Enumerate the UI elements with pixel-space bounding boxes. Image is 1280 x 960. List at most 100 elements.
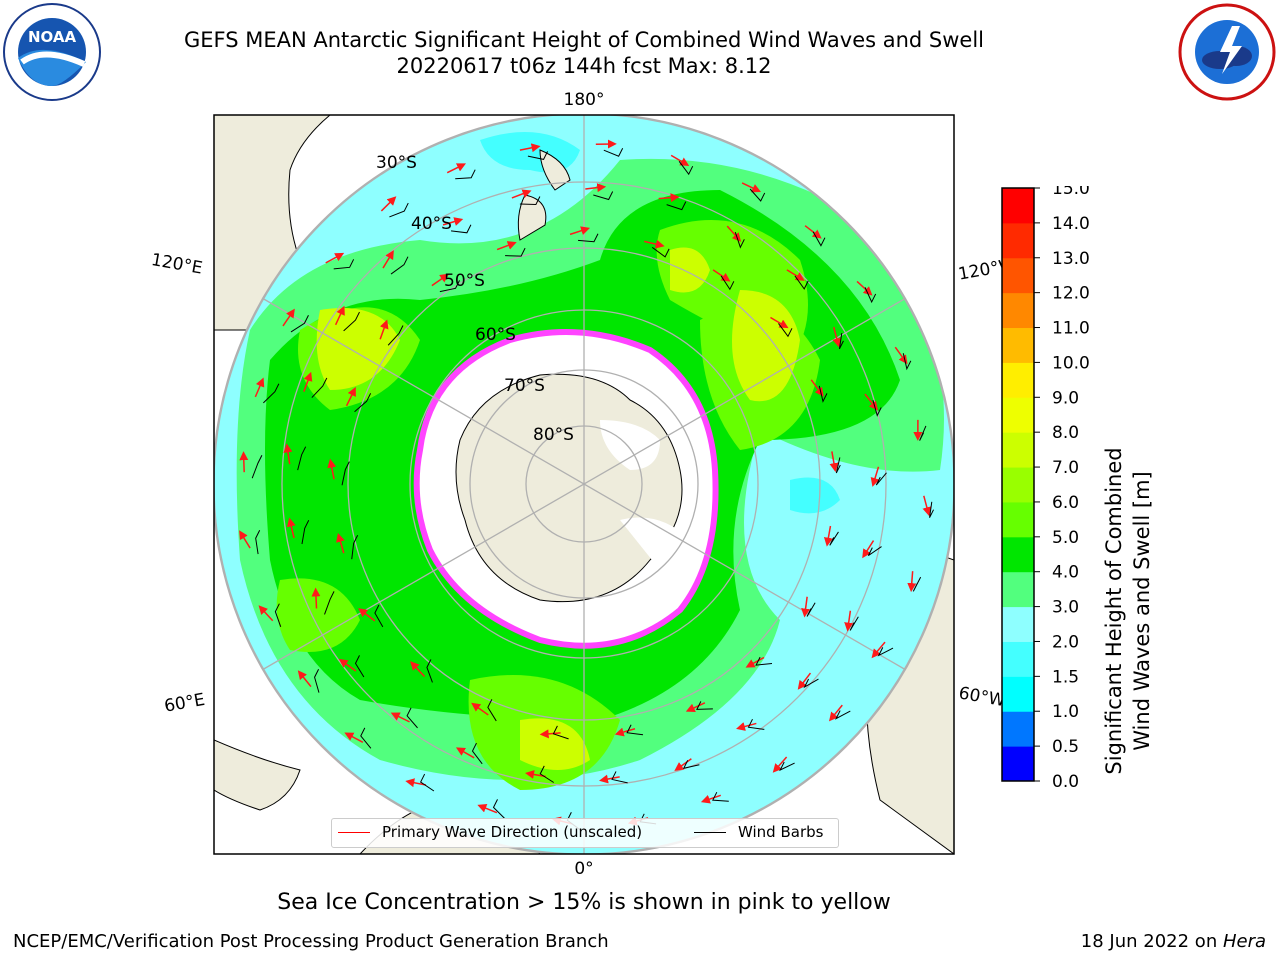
colorbar-block bbox=[1002, 362, 1034, 398]
colorbar-block bbox=[1002, 257, 1034, 294]
wave-arrow bbox=[338, 658, 357, 672]
wave-arrow bbox=[644, 239, 665, 249]
wave-arrow bbox=[829, 704, 843, 722]
wind-barb bbox=[712, 791, 729, 802]
footer-branch: NCEP/EMC/Verification Post Processing Pr… bbox=[13, 931, 609, 952]
colorbar-tick-label: 0.0 bbox=[1052, 772, 1079, 792]
wave-arrow bbox=[922, 495, 932, 517]
wind-barb bbox=[929, 501, 935, 518]
chart-title: GEFS MEAN Antarctic Significant Height o… bbox=[183, 28, 985, 52]
legend-wind-item: Wind Barbs bbox=[694, 823, 823, 841]
wave-arrow bbox=[823, 525, 833, 547]
lon-label-bottom: 0° bbox=[574, 859, 593, 879]
colorbar-tick-label: 2.0 bbox=[1052, 632, 1079, 652]
wind-barb bbox=[877, 647, 894, 657]
wave-arrow bbox=[254, 377, 265, 398]
wave-arrow bbox=[801, 596, 811, 618]
colorbar-block bbox=[1002, 188, 1034, 224]
colorbar-block bbox=[1002, 397, 1034, 433]
wind-barb bbox=[314, 669, 320, 693]
wave-arrow bbox=[410, 661, 425, 677]
wave-arrow bbox=[674, 758, 692, 771]
wave-arrow bbox=[712, 269, 731, 282]
wind-barb bbox=[419, 773, 435, 792]
wind-barb bbox=[333, 259, 355, 270]
colorbar-tick-label: 6.0 bbox=[1052, 493, 1079, 513]
sea-ice-note: Sea Ice Concentration > 15% is shown in … bbox=[277, 890, 891, 915]
lon-label-top: 180° bbox=[564, 90, 605, 110]
wave-arrow bbox=[496, 241, 517, 251]
wave-arrow bbox=[871, 641, 886, 659]
lat-label: 60°S bbox=[475, 325, 516, 345]
wind-barb bbox=[492, 799, 506, 819]
wind-barb bbox=[803, 678, 819, 689]
wind-barb bbox=[682, 760, 700, 769]
wind-barb bbox=[389, 202, 409, 218]
wave-arrow bbox=[446, 163, 467, 174]
wave-arrow bbox=[797, 672, 812, 690]
wave-arrow bbox=[334, 305, 345, 326]
wind-barb bbox=[255, 530, 261, 555]
wave-arrow bbox=[282, 308, 295, 327]
wind-barb-line-icon bbox=[694, 831, 726, 833]
wave-arrow bbox=[832, 326, 842, 348]
wave-arrow bbox=[829, 451, 839, 473]
wind-barb bbox=[578, 233, 599, 243]
wind-barb bbox=[471, 742, 483, 765]
wave-arrow bbox=[907, 571, 917, 593]
wind-barb bbox=[872, 399, 882, 417]
wind-barb bbox=[849, 616, 859, 631]
wind-barb bbox=[387, 325, 404, 346]
wave-direction-line-icon bbox=[338, 831, 370, 833]
wind-barb bbox=[778, 323, 793, 338]
wave-arrow bbox=[614, 727, 636, 737]
colorbar-block bbox=[1002, 467, 1034, 503]
wave-arrow bbox=[327, 458, 337, 480]
colorbar-block bbox=[1002, 676, 1034, 712]
wind-barb bbox=[806, 602, 816, 617]
wind-barb bbox=[818, 385, 828, 403]
colorbar-tick-label: 3.0 bbox=[1052, 598, 1079, 618]
lat-label: 50°S bbox=[444, 271, 485, 291]
wind-barb bbox=[651, 246, 670, 258]
wave-arrow bbox=[862, 540, 875, 559]
wind-barb bbox=[439, 280, 460, 293]
wave-arrow bbox=[325, 252, 345, 264]
wind-barb bbox=[297, 446, 307, 471]
wind-barb bbox=[263, 383, 280, 404]
wave-arrow bbox=[670, 154, 690, 166]
wave-arrow bbox=[585, 183, 607, 193]
wave-arrow bbox=[405, 778, 427, 788]
wind-barb bbox=[354, 655, 365, 678]
footer-date: 18 Jun 2022 on Hera bbox=[1081, 931, 1266, 952]
wave-arrow bbox=[745, 656, 765, 668]
map-legend: Primary Wave Direction (unscaled) Wind B… bbox=[331, 818, 839, 848]
wind-barb bbox=[749, 188, 766, 202]
wind-barb bbox=[301, 520, 310, 545]
wave-arrow bbox=[286, 517, 296, 539]
wind-barb bbox=[527, 151, 549, 160]
legend-wind-label: Wind Barbs bbox=[738, 823, 824, 841]
wave-arrow bbox=[685, 702, 706, 712]
wind-barb bbox=[678, 161, 694, 176]
colorbar-tick-label: 1.0 bbox=[1052, 702, 1079, 722]
wave-arrow bbox=[471, 702, 489, 716]
wind-barb bbox=[603, 148, 624, 157]
wave-arrow bbox=[700, 794, 722, 804]
colorbar-tick-label: 1.5 bbox=[1052, 667, 1079, 687]
colorbar: 0.0 0.5 1.0 1.5 2.0 3.0 4.0 5.0 6.0 7.0 8.0 9.0 10.0… bbox=[1001, 186, 1154, 792]
lon-label-upper-left: 120°E bbox=[150, 250, 204, 279]
wave-arrow bbox=[382, 250, 394, 269]
wave-arrow bbox=[297, 670, 312, 688]
wind-barb bbox=[734, 231, 745, 249]
wave-arrow bbox=[442, 217, 464, 226]
colorbar-tick-label: 4.0 bbox=[1052, 563, 1079, 583]
colorbar-tick-label: 11.0 bbox=[1052, 319, 1090, 339]
wave-arrow bbox=[569, 226, 591, 236]
wind-barb bbox=[390, 256, 409, 275]
colorbar-label-line1: Significant Height of Combined bbox=[1102, 447, 1126, 774]
wave-arrow bbox=[844, 610, 854, 632]
colorbar-block bbox=[1002, 432, 1034, 468]
wave-arrow bbox=[380, 196, 397, 212]
